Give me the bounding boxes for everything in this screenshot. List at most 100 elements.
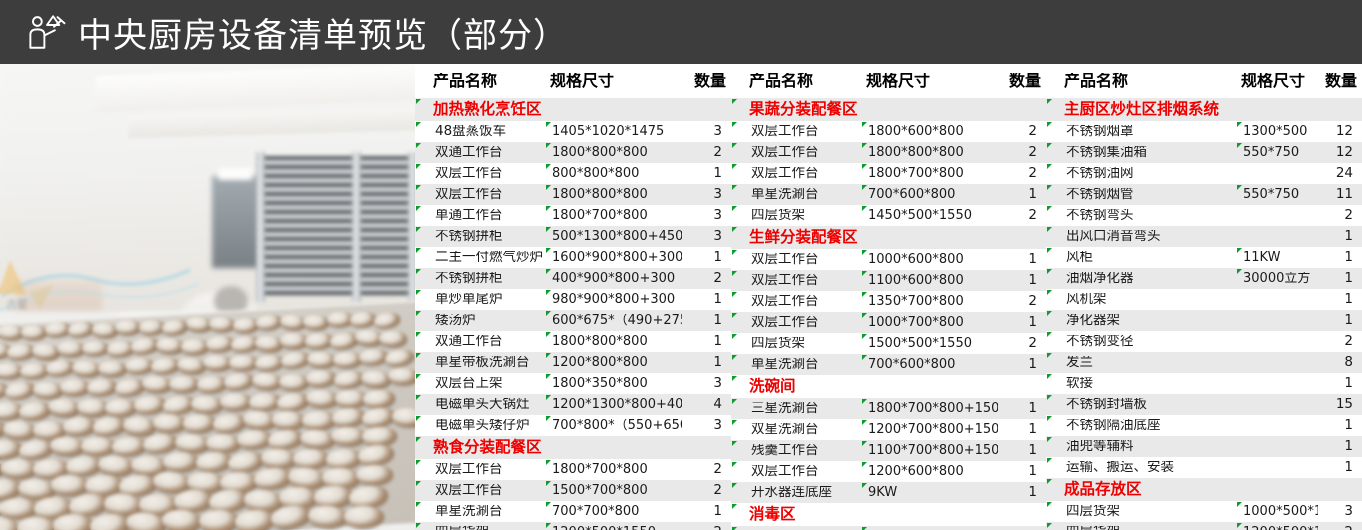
table-row[interactable]: 双层工作台 1100*600*800 1 [731, 270, 1046, 291]
product-name-cell[interactable]: 风机架 [1066, 292, 1107, 307]
product-name-cell[interactable]: 双层工作台 [435, 483, 503, 498]
table-row[interactable]: 四层货架 1450*500*1550 2 [731, 205, 1046, 226]
product-name-cell[interactable]: 双层工作台 [751, 464, 819, 479]
spec-size-cell[interactable]: 550*750 [1243, 146, 1300, 159]
product-name-cell[interactable]: 双层工作台 [751, 124, 819, 139]
quantity-cell[interactable]: 1 [1344, 250, 1353, 265]
table-row[interactable]: 双层工作台 1000*700*800 1 [731, 312, 1046, 333]
table-row[interactable]: 电磁单头大锅灶 1200*1300*800+400 4 [415, 394, 731, 415]
spec-size-cell[interactable]: 600*675*（490+275） [552, 314, 682, 327]
table-row[interactable]: 四层货架 1000*500*1550 3 [1046, 501, 1362, 522]
spec-size-cell[interactable]: 1200*600*800 [868, 465, 964, 478]
table-row[interactable]: 不锈钢烟罩 1300*500 12 [1046, 121, 1362, 142]
product-name-cell[interactable]: 双层工作台 [435, 462, 503, 477]
table-row[interactable]: 双层工作台 1800*600*800 2 [731, 121, 1046, 142]
quantity-cell[interactable]: 12 [1335, 124, 1353, 139]
spec-size-cell[interactable]: 1800*600*800 [868, 125, 964, 138]
spec-size-cell[interactable]: 1100*600*800 [868, 274, 964, 287]
quantity-cell[interactable]: 4 [713, 397, 722, 412]
table-row[interactable]: 开水器连底座 9KW 1 [731, 482, 1046, 503]
quantity-cell[interactable]: 2 [1028, 166, 1037, 181]
product-name-cell[interactable]: 不锈钢封墙板 [1066, 397, 1147, 412]
table-row[interactable]: 双通工作台 1800*800*800 1 [415, 331, 731, 352]
quantity-cell[interactable]: 3 [713, 187, 722, 202]
spec-size-cell[interactable]: 1500*500*1550 [868, 337, 972, 350]
quantity-cell[interactable]: 2 [1344, 334, 1353, 349]
spec-size-cell[interactable]: 1800*800*800 [552, 335, 648, 348]
quantity-cell[interactable]: 2 [713, 271, 722, 286]
spec-size-cell[interactable]: 1800*700*800 [552, 463, 648, 476]
table-row[interactable]: 双层工作台 1800*800*800 2 [731, 142, 1046, 163]
quantity-cell[interactable]: 1 [1028, 485, 1037, 500]
product-name-cell[interactable]: 不锈钢油网 [1066, 166, 1134, 181]
product-name-cell[interactable]: 不锈钢集油箱 [1066, 145, 1147, 160]
spec-size-cell[interactable]: 550*750 [1243, 188, 1300, 201]
quantity-cell[interactable]: 1 [1344, 376, 1353, 391]
spec-size-cell[interactable]: 1000*500*1550 [1243, 505, 1318, 518]
quantity-cell[interactable]: 3 [713, 208, 722, 223]
spec-size-cell[interactable]: 1100*700*800+150 [868, 444, 998, 457]
spec-size-cell[interactable]: 500*1300*800+450 [552, 230, 682, 243]
spec-size-cell[interactable]: 400*900*800+300 [552, 272, 676, 285]
product-name-cell[interactable]: 双层工作台 [751, 294, 819, 309]
product-name-cell[interactable]: 残羹工作台 [751, 443, 819, 458]
table-row[interactable]: 双层工作台 1800*700*800 2 [731, 163, 1046, 184]
product-name-cell[interactable]: 三星洗涮台 [751, 401, 819, 416]
table-row[interactable]: 双层工作台 1200*600*800 1 [731, 461, 1046, 482]
quantity-cell[interactable]: 1 [1028, 422, 1037, 437]
table-row[interactable]: 双层台上架 1800*350*800 3 [415, 373, 731, 394]
quantity-cell[interactable]: 1 [1028, 315, 1037, 330]
product-name-cell[interactable]: 不锈钢烟罩 [1066, 124, 1134, 139]
quantity-cell[interactable]: 1 [1344, 460, 1353, 475]
table-row[interactable]: 风机架 1 [1046, 289, 1362, 310]
quantity-cell[interactable]: 1 [1344, 271, 1353, 286]
spec-size-cell[interactable]: 800*800*800 [552, 167, 640, 180]
product-name-cell[interactable]: 二主一付燃气炒炉 [435, 250, 543, 265]
table-row[interactable]: 不锈钢封墙板 15 [1046, 394, 1362, 415]
table-row[interactable]: 不锈钢隔油底座 1 [1046, 415, 1362, 436]
table-row[interactable]: 电磁单头矮仔炉 700*800*（550+650） 3 [415, 415, 731, 436]
table-row[interactable]: 油烟净化器 30000立方 1 [1046, 268, 1362, 289]
product-name-cell[interactable]: 双通工作台 [435, 145, 503, 160]
table-row[interactable]: 单通工作台 1800*700*800 3 [415, 205, 731, 226]
table-row[interactable]: 单星洗涮台 700*700*800 1 [415, 501, 731, 522]
table-row[interactable]: 风柜 11KW 1 [1046, 247, 1362, 268]
quantity-cell[interactable]: 2 [1318, 526, 1362, 530]
quantity-cell[interactable]: 2 [1028, 336, 1037, 351]
quantity-cell[interactable]: 1 [713, 355, 722, 370]
product-name-cell[interactable]: 开水器连底座 [751, 485, 832, 500]
table-row[interactable]: 不锈钢集油箱 550*750 12 [1046, 142, 1362, 163]
quantity-cell[interactable]: 1 [1344, 313, 1353, 328]
table-row[interactable]: 净化器架 1 [1046, 310, 1362, 331]
spec-size-cell[interactable]: 1800*700*800 [868, 167, 964, 180]
product-name-cell[interactable]: 软接 [1066, 376, 1093, 391]
table-row[interactable]: 双层工作台 1800*800*800 3 [415, 184, 731, 205]
table-row[interactable]: 矮汤炉 600*675*（490+275） 1 [415, 310, 731, 331]
quantity-cell[interactable]: 1 [1344, 229, 1353, 244]
product-name-cell[interactable]: 不锈钢烟管 [1066, 187, 1134, 202]
quantity-cell[interactable]: 2 [1028, 124, 1037, 139]
product-name-cell[interactable]: 不锈钢变径 [1066, 334, 1134, 349]
spec-size-cell[interactable]: 700*800*（550+650） [552, 419, 682, 432]
quantity-cell[interactable]: 2 [1028, 294, 1037, 309]
quantity-cell[interactable]: 2 [713, 145, 722, 160]
table-row[interactable]: 双层工作台 800*800*800 1 [415, 163, 731, 184]
product-name-cell[interactable]: 净化器架 [1066, 313, 1120, 328]
spec-size-cell[interactable]: 1800*800*800 [552, 146, 648, 159]
spec-size-cell[interactable]: 1800*700*800 [552, 209, 648, 222]
table-row[interactable]: 不锈钢拼柜 400*900*800+300 2 [415, 268, 731, 289]
spec-size-cell[interactable]: 1800*800*800 [552, 188, 648, 201]
table-row[interactable]: 发兰 8 [1046, 352, 1362, 373]
quantity-cell[interactable]: 2 [1344, 208, 1353, 223]
quantity-cell[interactable]: 8 [1344, 355, 1353, 370]
product-name-cell[interactable]: 不锈钢弯头 [1066, 208, 1134, 223]
spec-size-cell[interactable]: 1350*700*800 [868, 295, 964, 308]
quantity-cell[interactable]: 2 [682, 526, 731, 530]
product-name-cell[interactable]: 发兰 [1066, 355, 1093, 370]
quantity-cell[interactable]: 1 [713, 166, 722, 181]
quantity-cell[interactable]: 3 [713, 124, 722, 139]
quantity-cell[interactable]: 11 [1335, 187, 1353, 202]
product-name-cell[interactable]: 双层工作台 [435, 187, 503, 202]
quantity-cell[interactable]: 24 [1335, 166, 1353, 181]
product-name-cell[interactable]: 单通工作台 [435, 208, 503, 223]
